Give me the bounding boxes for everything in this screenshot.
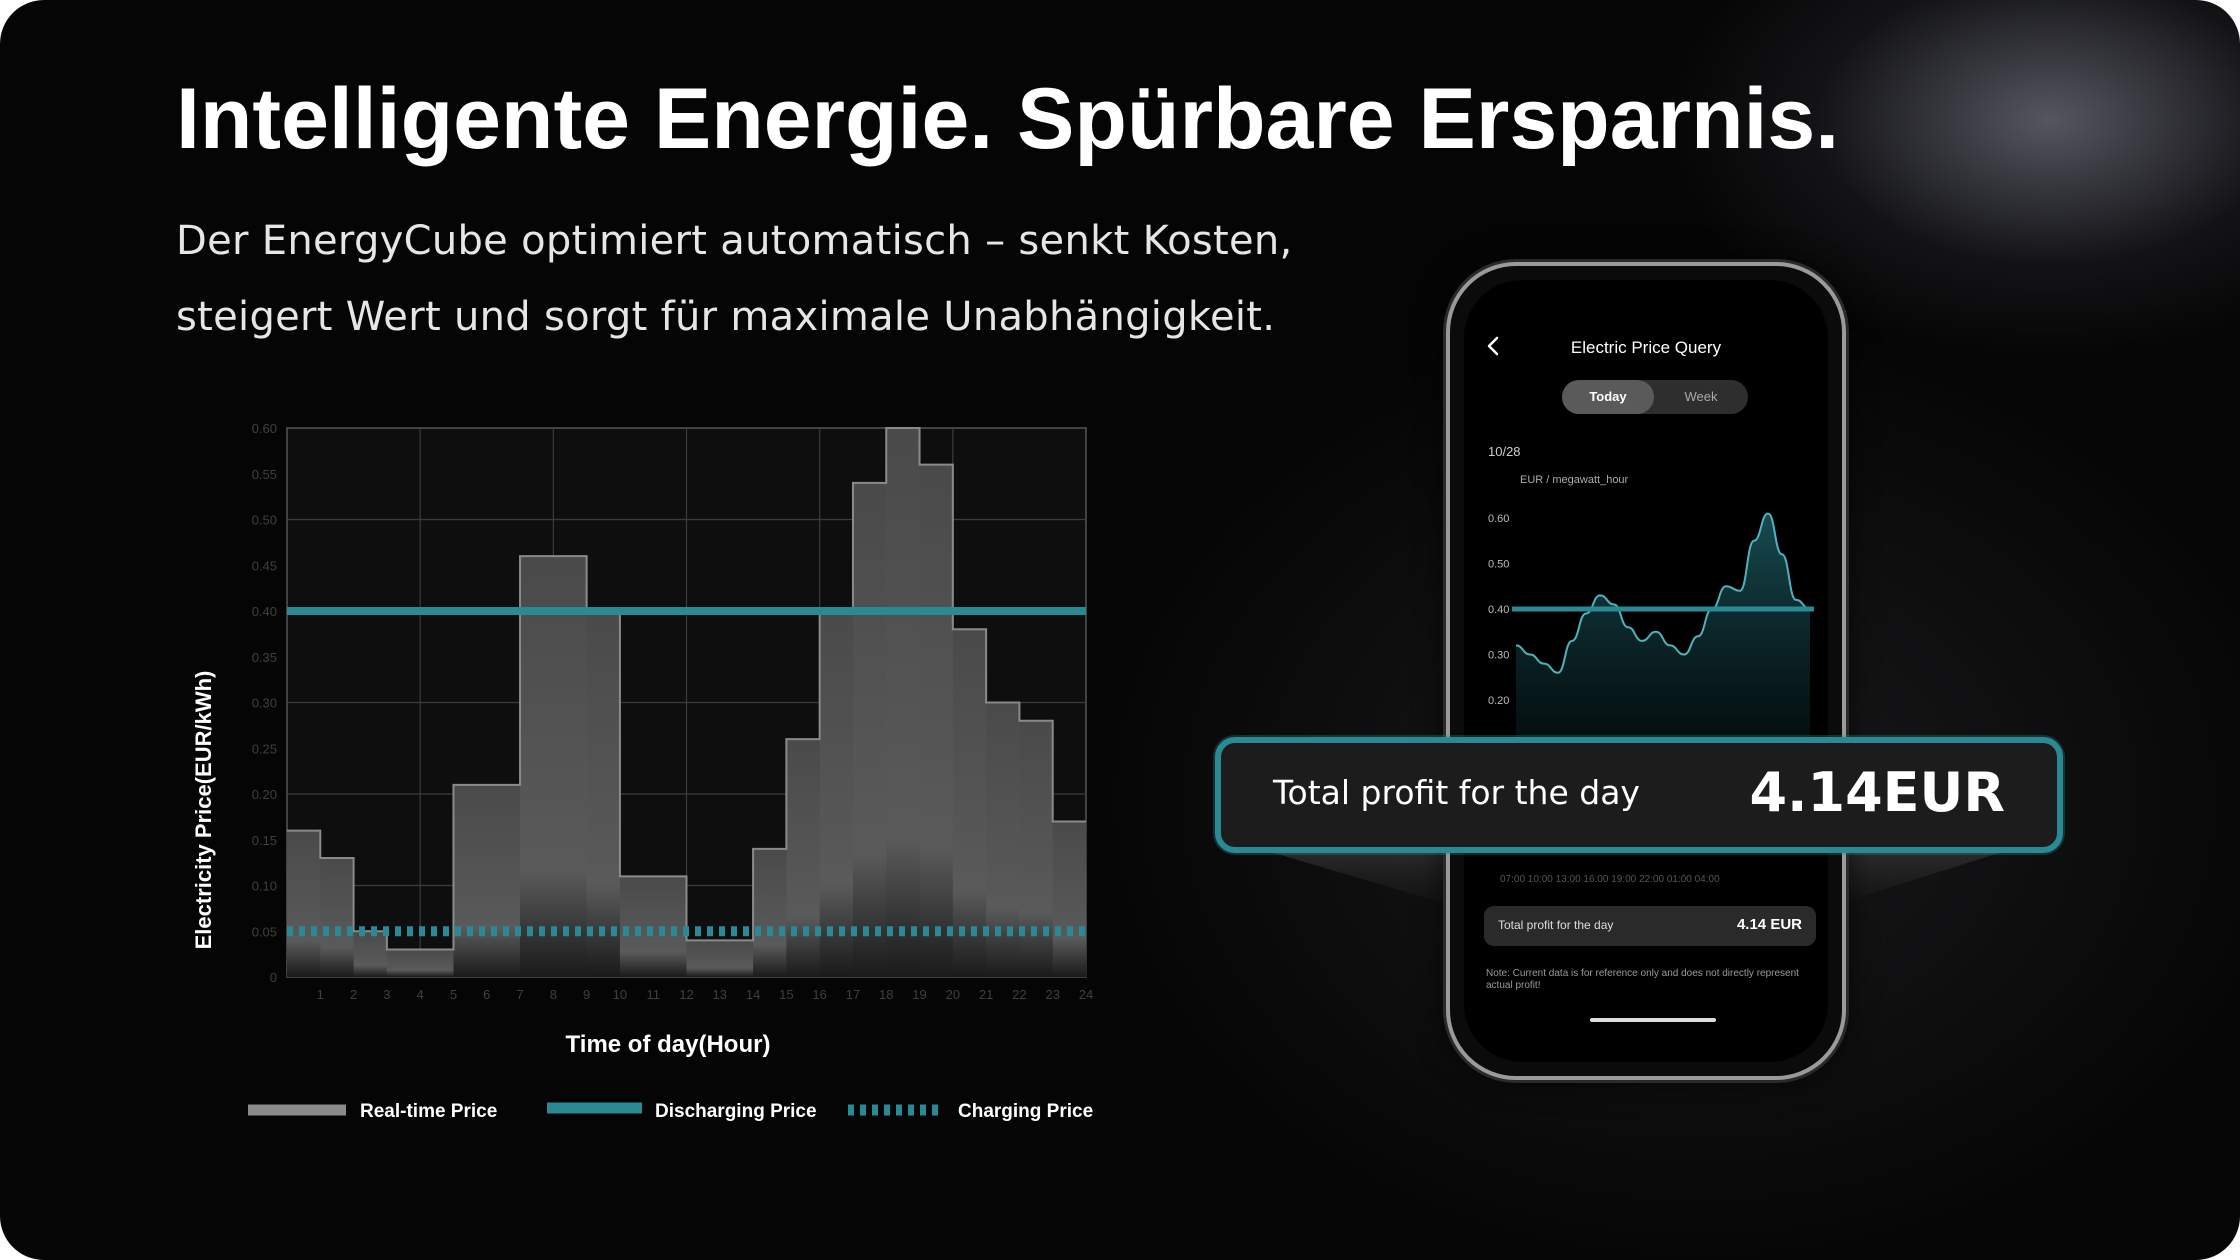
y-tick-label: 0.55 xyxy=(252,467,277,482)
x-tick-label: 24 xyxy=(1079,987,1093,1002)
phone-y-tick-label: 0.50 xyxy=(1488,559,1509,571)
headline: Intelligente Energie. Spürbare Ersparnis… xyxy=(176,71,1840,167)
legend-label-discharging: Discharging Price xyxy=(655,1101,817,1122)
price-bar xyxy=(686,940,721,977)
real-time-price-line xyxy=(287,427,1086,951)
price-bar xyxy=(386,949,421,977)
x-tick-label: 5 xyxy=(450,987,457,1002)
y-tick-label: 0.10 xyxy=(252,879,277,894)
phone-price-area xyxy=(1516,513,1810,800)
phone-x-axis: 07:00 10:00 13:00 16:00 19:00 22:00 01:0… xyxy=(1500,874,1720,885)
x-tick-label: 11 xyxy=(646,987,660,1002)
phone-y-tick-label: 0.20 xyxy=(1488,695,1509,707)
period-toggle: Today Week xyxy=(1562,380,1748,414)
x-tick-label: 21 xyxy=(979,987,993,1002)
x-tick-label: 1 xyxy=(317,987,324,1002)
phone-note: Note: Current data is for reference only… xyxy=(1486,968,1799,991)
x-tick-label: 8 xyxy=(550,987,557,1002)
callout-label: Total profit for the day xyxy=(1273,773,1640,812)
phone-profit-label: Total profit for the day xyxy=(1498,918,1614,932)
phone-unit: EUR / megawatt_hour xyxy=(1520,474,1629,486)
price-bar xyxy=(819,611,854,977)
price-bar xyxy=(719,940,754,977)
x-tick-label: 4 xyxy=(417,987,424,1002)
price-bar xyxy=(886,428,921,977)
subline-2: steigert Wert und sorgt für maximale Una… xyxy=(176,294,1276,340)
subline-1: Der EnergyCube optimiert automatisch – s… xyxy=(176,218,1293,264)
y-tick-label: 0.05 xyxy=(252,924,277,939)
price-bar xyxy=(753,848,787,977)
x-tick-label: 23 xyxy=(1045,987,1059,1002)
price-bar xyxy=(986,702,1020,977)
phone-date: 10/28 xyxy=(1488,444,1521,459)
price-bar xyxy=(1052,821,1087,977)
phone-profit-card: Total profit for the day 4.14 EUR xyxy=(1484,906,1816,946)
x-tick-label: 2 xyxy=(350,987,357,1002)
price-chart: 0 0.05 0.10 0.15 0.20 0.25 0.30 0.35 0.40 0.45 0.5… xyxy=(191,421,1093,1122)
x-tick-label: 7 xyxy=(516,987,523,1002)
y-tick-label: 0 xyxy=(270,970,277,985)
y-tick-label: 0.30 xyxy=(252,696,277,711)
x-tick-label: 19 xyxy=(912,987,926,1002)
price-bar xyxy=(919,464,954,978)
y-axis-title: Electricity Price(EUR/kWh) xyxy=(191,671,216,950)
price-bar xyxy=(553,556,588,977)
phone-y-tick-label: 0.40 xyxy=(1488,604,1509,616)
price-bar xyxy=(287,830,321,977)
phone-price-line xyxy=(1515,512,1811,674)
x-tick-label: 15 xyxy=(779,987,793,1002)
y-tick-label: 0.20 xyxy=(252,787,277,802)
phone-mockup: Electric Price Query Today Week 10/28 EU… xyxy=(1446,262,1846,1080)
x-tick-label: 6 xyxy=(483,987,490,1002)
price-bar xyxy=(353,931,388,977)
price-bar xyxy=(852,482,887,977)
callout-value: 4.14EUR xyxy=(1749,761,2005,824)
legend-label-charging: Charging Price xyxy=(958,1101,1093,1122)
y-tick-label: 0.15 xyxy=(252,833,277,848)
price-bar xyxy=(320,858,355,977)
x-tick-label: 14 xyxy=(746,987,760,1002)
x-tick-label: 10 xyxy=(613,987,627,1002)
tab-week[interactable]: Week xyxy=(1684,389,1718,404)
y-tick-label: 0.45 xyxy=(252,558,277,573)
x-tick-label: 20 xyxy=(946,987,960,1002)
phone-y-tick-label: 0.30 xyxy=(1488,650,1509,662)
phone-title: Electric Price Query xyxy=(1570,338,1722,357)
x-tick-label: 9 xyxy=(583,987,590,1002)
phone-profit-value: 4.14 EUR xyxy=(1736,916,1802,933)
price-bar xyxy=(653,876,687,977)
price-bar xyxy=(952,629,987,977)
price-bar xyxy=(486,784,521,977)
home-indicator[interactable] xyxy=(1590,1018,1716,1022)
x-tick-label: 22 xyxy=(1012,987,1026,1002)
y-tick-label: 0.60 xyxy=(252,421,277,436)
price-bar xyxy=(786,739,821,977)
legend-label-real-time: Real-time Price xyxy=(360,1101,497,1122)
x-tick-label: 17 xyxy=(846,987,860,1002)
tab-today[interactable]: Today xyxy=(1562,380,1654,414)
price-bar xyxy=(420,949,454,977)
back-arrow-icon[interactable] xyxy=(1484,336,1504,356)
x-tick-label: 3 xyxy=(383,987,390,1002)
price-bar xyxy=(520,556,554,977)
profit-callout: Total profit for the day 4.14EUR xyxy=(1215,737,2063,853)
price-bar xyxy=(453,784,488,977)
x-tick-label: 12 xyxy=(679,987,693,1002)
y-tick-label: 0.40 xyxy=(252,604,277,619)
y-tick-label: 0.50 xyxy=(252,513,277,528)
price-bar xyxy=(586,611,621,977)
x-tick-label: 13 xyxy=(713,987,727,1002)
x-tick-label: 16 xyxy=(812,987,826,1002)
x-tick-label: 18 xyxy=(879,987,893,1002)
y-tick-label: 0.35 xyxy=(252,650,277,665)
phone-screen: Electric Price Query Today Week 10/28 EU… xyxy=(1464,280,1828,1062)
y-tick-label: 0.25 xyxy=(252,741,277,756)
x-axis-title: Time of day(Hour) xyxy=(566,1031,771,1058)
phone-y-tick-label: 0.60 xyxy=(1488,513,1509,525)
